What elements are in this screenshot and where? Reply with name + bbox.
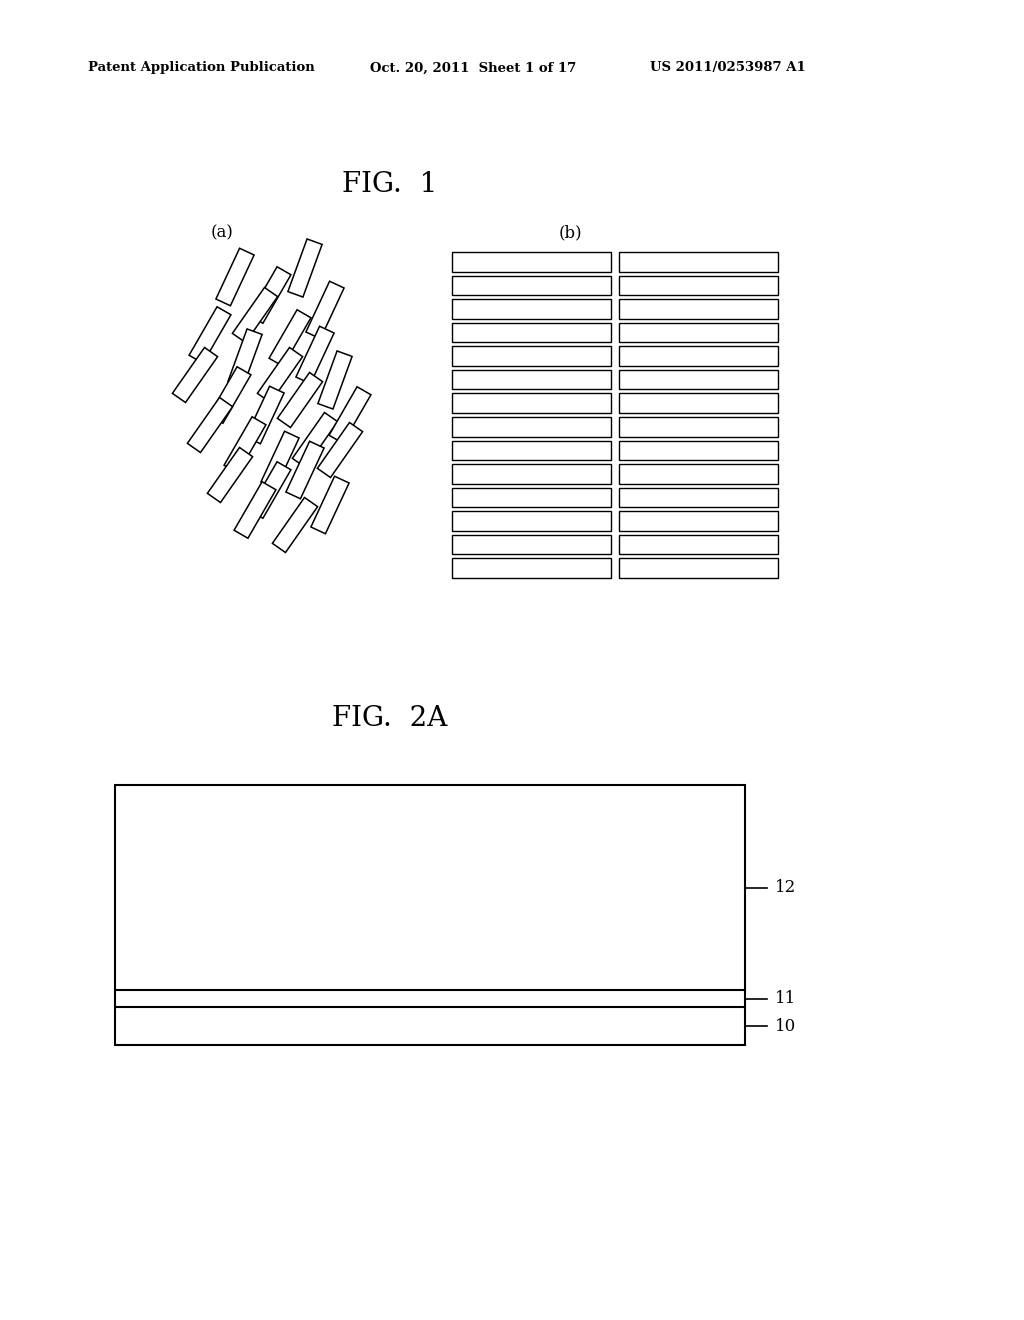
Bar xyxy=(618,300,778,318)
Bar xyxy=(452,465,611,483)
Polygon shape xyxy=(329,387,371,444)
Bar xyxy=(452,558,611,578)
Polygon shape xyxy=(234,482,275,539)
Polygon shape xyxy=(293,412,338,467)
Bar xyxy=(618,370,778,389)
Bar xyxy=(452,300,611,318)
Polygon shape xyxy=(187,397,232,453)
Bar xyxy=(618,417,778,437)
Bar xyxy=(618,346,778,366)
Text: 11: 11 xyxy=(775,990,797,1007)
Polygon shape xyxy=(249,267,291,323)
Bar xyxy=(452,370,611,389)
Polygon shape xyxy=(224,417,266,474)
Bar xyxy=(115,785,745,1045)
Polygon shape xyxy=(286,441,324,499)
Bar xyxy=(618,558,778,578)
Polygon shape xyxy=(317,351,352,409)
Text: FIG.  1: FIG. 1 xyxy=(342,172,437,198)
Bar xyxy=(452,322,611,342)
Polygon shape xyxy=(189,306,231,363)
Polygon shape xyxy=(269,310,311,366)
Polygon shape xyxy=(272,498,317,553)
Bar xyxy=(618,487,778,507)
Bar xyxy=(452,276,611,296)
Bar xyxy=(452,346,611,366)
Bar xyxy=(452,393,611,413)
Polygon shape xyxy=(278,372,323,428)
Polygon shape xyxy=(317,422,362,478)
Bar xyxy=(618,511,778,531)
Text: 10: 10 xyxy=(775,1018,797,1035)
Bar xyxy=(452,487,611,507)
Polygon shape xyxy=(249,462,291,519)
Polygon shape xyxy=(288,239,323,297)
Bar xyxy=(452,417,611,437)
Bar xyxy=(618,322,778,342)
Text: (a): (a) xyxy=(211,224,233,242)
Polygon shape xyxy=(306,281,344,339)
Polygon shape xyxy=(261,432,299,488)
Bar xyxy=(452,535,611,554)
Text: 12: 12 xyxy=(775,879,797,896)
Bar xyxy=(452,511,611,531)
Bar xyxy=(452,252,611,272)
Polygon shape xyxy=(246,387,284,444)
Bar xyxy=(618,441,778,461)
Polygon shape xyxy=(208,447,253,503)
Bar xyxy=(618,276,778,296)
Polygon shape xyxy=(257,347,303,403)
Polygon shape xyxy=(311,477,349,533)
Text: US 2011/0253987 A1: US 2011/0253987 A1 xyxy=(650,62,806,74)
Text: Oct. 20, 2011  Sheet 1 of 17: Oct. 20, 2011 Sheet 1 of 17 xyxy=(370,62,577,74)
Bar xyxy=(618,393,778,413)
Bar xyxy=(618,535,778,554)
Polygon shape xyxy=(296,326,334,384)
Polygon shape xyxy=(216,248,254,306)
Text: (b): (b) xyxy=(558,224,582,242)
Bar xyxy=(618,465,778,483)
Polygon shape xyxy=(172,347,218,403)
Text: Patent Application Publication: Patent Application Publication xyxy=(88,62,314,74)
Polygon shape xyxy=(228,329,262,387)
Polygon shape xyxy=(209,367,251,424)
Polygon shape xyxy=(232,288,278,342)
Bar xyxy=(618,252,778,272)
Text: FIG.  2A: FIG. 2A xyxy=(333,705,447,731)
Bar xyxy=(452,441,611,461)
